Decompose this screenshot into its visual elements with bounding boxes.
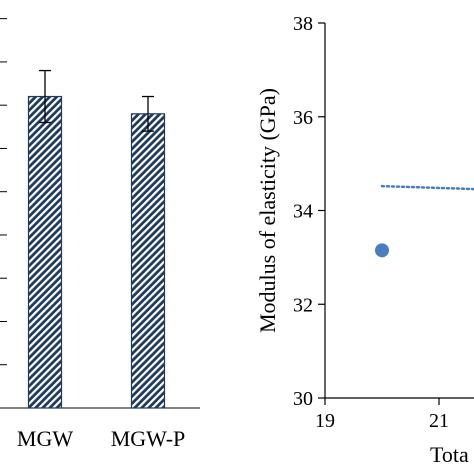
scatter-y-tick-label: 34 bbox=[293, 201, 313, 223]
bar-chart: MGW MGW-P bbox=[0, 18, 200, 451]
category-label: MGW bbox=[17, 426, 73, 451]
scatter-y-tick-label: 30 bbox=[293, 388, 313, 410]
scatter-y-tick-label: 36 bbox=[293, 107, 313, 129]
scatter-points bbox=[375, 243, 389, 258]
bar-y-ticks bbox=[0, 18, 7, 409]
scatter-x-axis-label: Tota bbox=[430, 442, 469, 467]
scatter-x-tick-label: 21 bbox=[429, 410, 449, 432]
bar-mgw bbox=[27, 95, 63, 409]
scatter-point bbox=[375, 243, 389, 258]
bar-category-labels: MGW MGW-P bbox=[17, 426, 185, 451]
scatter-x-tick-label: 19 bbox=[315, 410, 335, 432]
bars bbox=[27, 69, 166, 409]
error-bar bbox=[142, 95, 154, 132]
scatter-x-ticks: 19 21 bbox=[315, 398, 449, 432]
scatter-y-axis-label: Modulus of elasticity (GPa) bbox=[255, 88, 280, 333]
scatter-y-tick-label: 32 bbox=[293, 294, 313, 316]
scatter-y-ticks: 30 32 34 36 38 bbox=[293, 13, 325, 410]
trend-line bbox=[380, 184, 474, 191]
category-label: MGW-P bbox=[111, 426, 186, 451]
scatter-y-tick-label: 38 bbox=[293, 13, 313, 35]
bar-mgw-p bbox=[130, 113, 166, 409]
error-bar bbox=[39, 69, 51, 124]
